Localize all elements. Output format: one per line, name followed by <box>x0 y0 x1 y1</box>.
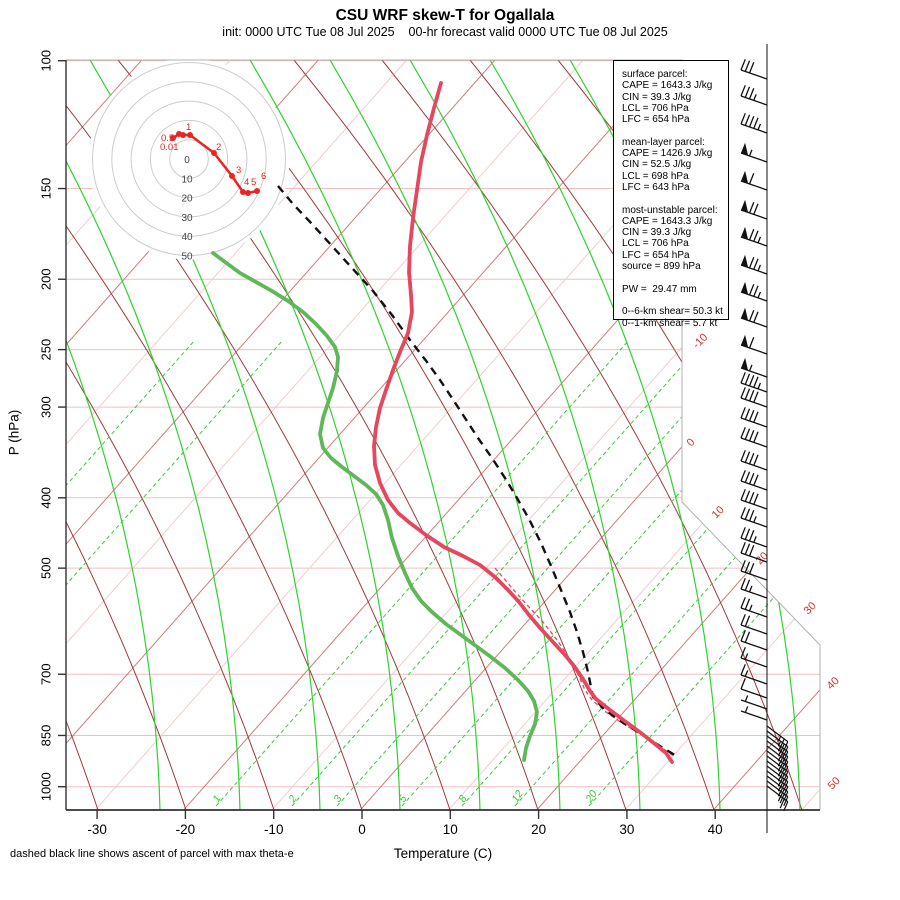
parcel-ascent-curve <box>277 185 679 759</box>
plot-frame <box>66 59 821 810</box>
y-axis-title: P (hPa) <box>6 409 22 456</box>
info-line: 0--6-km shear= 50.3 kt <box>622 306 723 318</box>
info-line <box>622 295 728 306</box>
info-line: LFC = 654 hPa <box>622 249 690 261</box>
temp-tick-label: 30 <box>619 822 634 837</box>
isotherm-label: 50 <box>826 775 843 792</box>
hodograph-ring <box>92 62 286 256</box>
hodograph-point <box>187 132 193 138</box>
hodograph-height-label: 2 <box>216 142 221 153</box>
info-line <box>622 272 728 283</box>
hodograph-ring <box>111 81 267 237</box>
info-line: PW = 29.47 mm <box>622 283 697 295</box>
info-line: most-unstable parcel: <box>622 204 718 216</box>
isotherm-label: -10 <box>691 331 711 351</box>
pressure-tick-label: 300 <box>39 396 54 418</box>
hodograph: 0 10 20 30 40 50 0.010.5 1 2 34 56 <box>88 58 290 263</box>
info-line <box>622 125 728 136</box>
info-line: LFC = 654 hPa <box>622 114 690 126</box>
dewpoint-curve <box>211 251 539 762</box>
hodograph-ring-label: 40 <box>181 232 193 243</box>
pressure-tick-label: 400 <box>39 487 54 509</box>
hodograph-height-label: 4 <box>244 177 249 188</box>
hodograph-height-label: 1 <box>186 122 191 133</box>
mixing-ratio-label: 5 <box>396 793 409 804</box>
info-line: CAPE = 1643.3 J/kg <box>622 80 713 92</box>
hodograph-point <box>254 188 260 194</box>
pressure-tick-label: 200 <box>39 268 54 290</box>
hodograph-point <box>211 150 217 156</box>
parcel-info-box: surface parcel: CAPE = 1643.3 J/kg CIN = 3… <box>613 60 729 329</box>
hodograph-point <box>245 190 251 196</box>
hodograph-height-label: 0.01 <box>160 142 179 153</box>
info-line: LCL = 698 hPa <box>622 170 689 182</box>
mixing-ratio-label: 12 <box>509 788 525 804</box>
wind-barbs <box>740 44 789 833</box>
info-line: LCL = 706 hPa <box>622 102 689 114</box>
info-line: source = 899 hPa <box>622 261 701 273</box>
info-line: CIN = 39.3 J/kg <box>622 91 692 103</box>
page-subtitle: init: 0000 UTC Tue 08 Jul 2025 00-hr for… <box>222 25 668 39</box>
info-line <box>622 193 728 204</box>
hodograph-ring-label: 20 <box>181 194 193 205</box>
hodograph-ring-label: 0 <box>184 155 190 166</box>
pressure-tick-label: 500 <box>39 557 54 579</box>
mixing-ratio-label: 20 <box>583 788 600 805</box>
temperature-curve <box>372 81 674 764</box>
hodograph-ring <box>149 119 229 199</box>
hodograph-point <box>170 135 176 141</box>
hodograph-ring-label: 10 <box>181 174 193 185</box>
hodograph-point <box>180 132 186 138</box>
hodograph-point <box>229 173 235 179</box>
temp-tick-label: -10 <box>264 822 284 837</box>
mixing-ratio-label: 2 <box>286 793 300 805</box>
hodograph-height-label: 6 <box>261 171 266 182</box>
hodograph-point <box>240 189 246 195</box>
pressure-tick-label: 850 <box>39 725 54 747</box>
temp-tick-label: 20 <box>531 822 546 837</box>
temp-tick-label: 40 <box>708 822 723 837</box>
hodograph-ring-label: 50 <box>181 252 193 263</box>
hodograph-ring <box>130 100 248 218</box>
info-line: CAPE = 1426.9 J/kg <box>622 148 713 160</box>
pressure-tick-label: 250 <box>39 339 54 361</box>
pressure-tick-label: 150 <box>39 178 54 200</box>
hodograph-height-label: 3 <box>236 165 241 176</box>
mixing-ratio-label: 8 <box>456 793 469 804</box>
info-line: 0--1-km shear= 5.7 kt <box>622 317 718 329</box>
page-title: CSU WRF skew-T for Ogallala <box>335 7 555 24</box>
hodograph-height-label: 5 <box>251 177 256 188</box>
temp-tick-label: 10 <box>443 822 458 837</box>
temp-tick-label: 0 <box>358 822 366 837</box>
temp-tick-label: -20 <box>176 822 196 837</box>
pressure-tick-label: 700 <box>39 663 54 685</box>
info-line: LFC = 643 hPa <box>622 181 690 193</box>
info-line: surface parcel: <box>622 69 688 80</box>
isotherm-label: 30 <box>802 600 819 617</box>
info-line: CIN = 39.3 J/kg <box>622 227 692 239</box>
mixing-ratio-label: 1 <box>210 793 223 804</box>
isotherm-label: 10 <box>710 504 727 521</box>
footnote: dashed black line shows ascent of parcel… <box>10 848 294 860</box>
info-line: mean-layer parcel: <box>622 136 705 148</box>
sounding-curves <box>211 81 679 764</box>
isotherm-label: 0 <box>685 436 698 449</box>
mixing-ratio-label: 3 <box>331 793 344 804</box>
info-line: CIN = 52.5 J/kg <box>622 159 692 171</box>
hodograph-ring-label: 30 <box>181 213 193 224</box>
hodograph-height-label: 0.5 <box>161 133 174 144</box>
info-line: LCL = 706 hPa <box>622 238 689 250</box>
mixing-ratio-labels: 1 2 3 5 8 12 20 <box>210 788 599 805</box>
pressure-tick-label: 100 <box>38 50 53 72</box>
info-line: CAPE = 1643.3 J/kg <box>622 215 713 227</box>
isotherm-label: 40 <box>825 675 842 692</box>
pressure-tick-label: 1000 <box>39 772 54 801</box>
x-axis-title: Temperature (C) <box>393 846 493 861</box>
hodograph-ring <box>169 139 209 179</box>
temp-tick-label: -30 <box>87 822 107 837</box>
